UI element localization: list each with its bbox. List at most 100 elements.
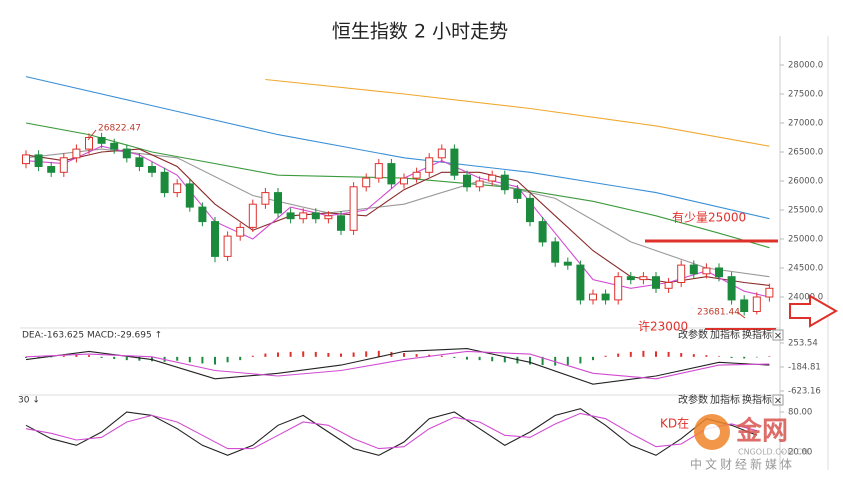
candle-body (400, 177, 408, 185)
resistance-note: 有少量25000 (672, 211, 746, 225)
candle-body (601, 293, 610, 301)
ma-line (25, 148, 770, 286)
candle-body (765, 287, 774, 298)
candle-body (337, 215, 345, 231)
candle-body (727, 276, 736, 301)
macd-bar (201, 356, 204, 364)
macd-bar (365, 351, 368, 357)
close-box[interactable] (772, 329, 784, 341)
macd-bar (692, 354, 695, 357)
macd-bar (327, 353, 330, 357)
macd-bar (226, 356, 229, 363)
macd-bar (75, 354, 78, 357)
macd-bar (214, 356, 216, 365)
button[interactable]: 换指标 (742, 393, 772, 406)
y-tick-label: 24500.0 (788, 264, 823, 274)
low-label: 23681.44 (697, 308, 740, 318)
candle-body (715, 267, 723, 278)
y-tick-label: 27500.0 (788, 90, 823, 100)
macd-bar (491, 356, 494, 362)
candle-body (374, 163, 383, 179)
macd-bar (100, 356, 103, 358)
pointer (87, 129, 97, 141)
ma-line (25, 408, 758, 456)
chart-title: 恒生指数 2 小时走势 (332, 21, 508, 43)
candle-body (437, 148, 446, 159)
candle-body (198, 206, 207, 223)
macd-bar (478, 356, 481, 361)
y-tick-label: 25000.0 (788, 235, 823, 245)
macd-bar (617, 353, 620, 357)
macd-bar (667, 351, 670, 357)
macd-bar (768, 356, 771, 357)
kd-note: KD在 (660, 417, 689, 431)
macd-header: DEA:-163.625 MACD:-29.695 ↑ (22, 331, 162, 341)
macd-bar (125, 356, 128, 361)
y-tick-label: 80.00 (788, 408, 812, 418)
candle-body (576, 264, 585, 301)
candle-body (412, 171, 421, 179)
candle-body (664, 282, 673, 289)
candle-body (362, 177, 371, 188)
candle-body (614, 276, 623, 301)
macd-bar (188, 356, 191, 363)
macd-bar (88, 355, 90, 357)
y-tick-label: -623.16 (788, 386, 821, 396)
candle-body (626, 276, 635, 281)
y-tick-label: 20.00 (788, 447, 812, 457)
y-tick-label: 253.54 (788, 338, 818, 348)
button[interactable]: 改参数 (678, 328, 708, 341)
candle-body (97, 137, 106, 144)
button[interactable]: 加指标 (710, 328, 740, 341)
candle-body (425, 157, 434, 173)
candle-body (135, 157, 144, 168)
candle-body (652, 276, 660, 289)
macd-bar (541, 356, 544, 366)
macd-bar (113, 356, 116, 360)
macd-bar (314, 351, 317, 357)
macd-bar (289, 351, 292, 357)
candle-body (236, 226, 245, 237)
ma-line (25, 145, 770, 298)
close-box[interactable] (772, 394, 784, 406)
button[interactable]: 改参数 (678, 393, 708, 406)
y-tick-label: 24000.0 (788, 293, 823, 303)
macd-bar (743, 356, 746, 359)
candle-body (589, 293, 597, 301)
candle-body (85, 137, 93, 150)
y-tick-label: 28000.0 (788, 61, 823, 71)
macd-bar (403, 353, 405, 357)
y-tick-label: 27000.0 (788, 119, 823, 129)
candle-body (160, 171, 169, 194)
ma-line (25, 412, 757, 450)
macd-bar (239, 356, 242, 361)
button[interactable]: 加指标 (710, 393, 740, 406)
y-tick-label: 25500.0 (788, 206, 823, 216)
slogan: 中文财经新媒体 (690, 457, 795, 472)
candle-body (450, 148, 459, 176)
macd-bar (25, 356, 27, 358)
candle-body (752, 296, 761, 312)
close[interactable]: × (774, 396, 782, 407)
candle-body (526, 197, 534, 223)
close[interactable]: × (774, 331, 782, 342)
candle-body (34, 154, 43, 167)
macd-bar (680, 353, 683, 357)
macd-bar (440, 355, 443, 357)
ma-line (25, 76, 770, 220)
candle-body (72, 148, 81, 159)
candle-body (349, 186, 358, 231)
candle-body (223, 235, 232, 257)
macd-bar (302, 351, 305, 357)
candle-body (551, 241, 560, 263)
macd-bar (415, 354, 418, 357)
url: CNGOLD.COM.CN (738, 448, 808, 457)
candle-body (677, 264, 686, 284)
macd-bar (503, 356, 506, 363)
button[interactable]: 换指标 (742, 328, 772, 341)
macd-bar (592, 356, 594, 361)
macd-bar (176, 356, 179, 361)
support-note: 许23000 (638, 320, 688, 334)
ma-line (25, 148, 770, 278)
